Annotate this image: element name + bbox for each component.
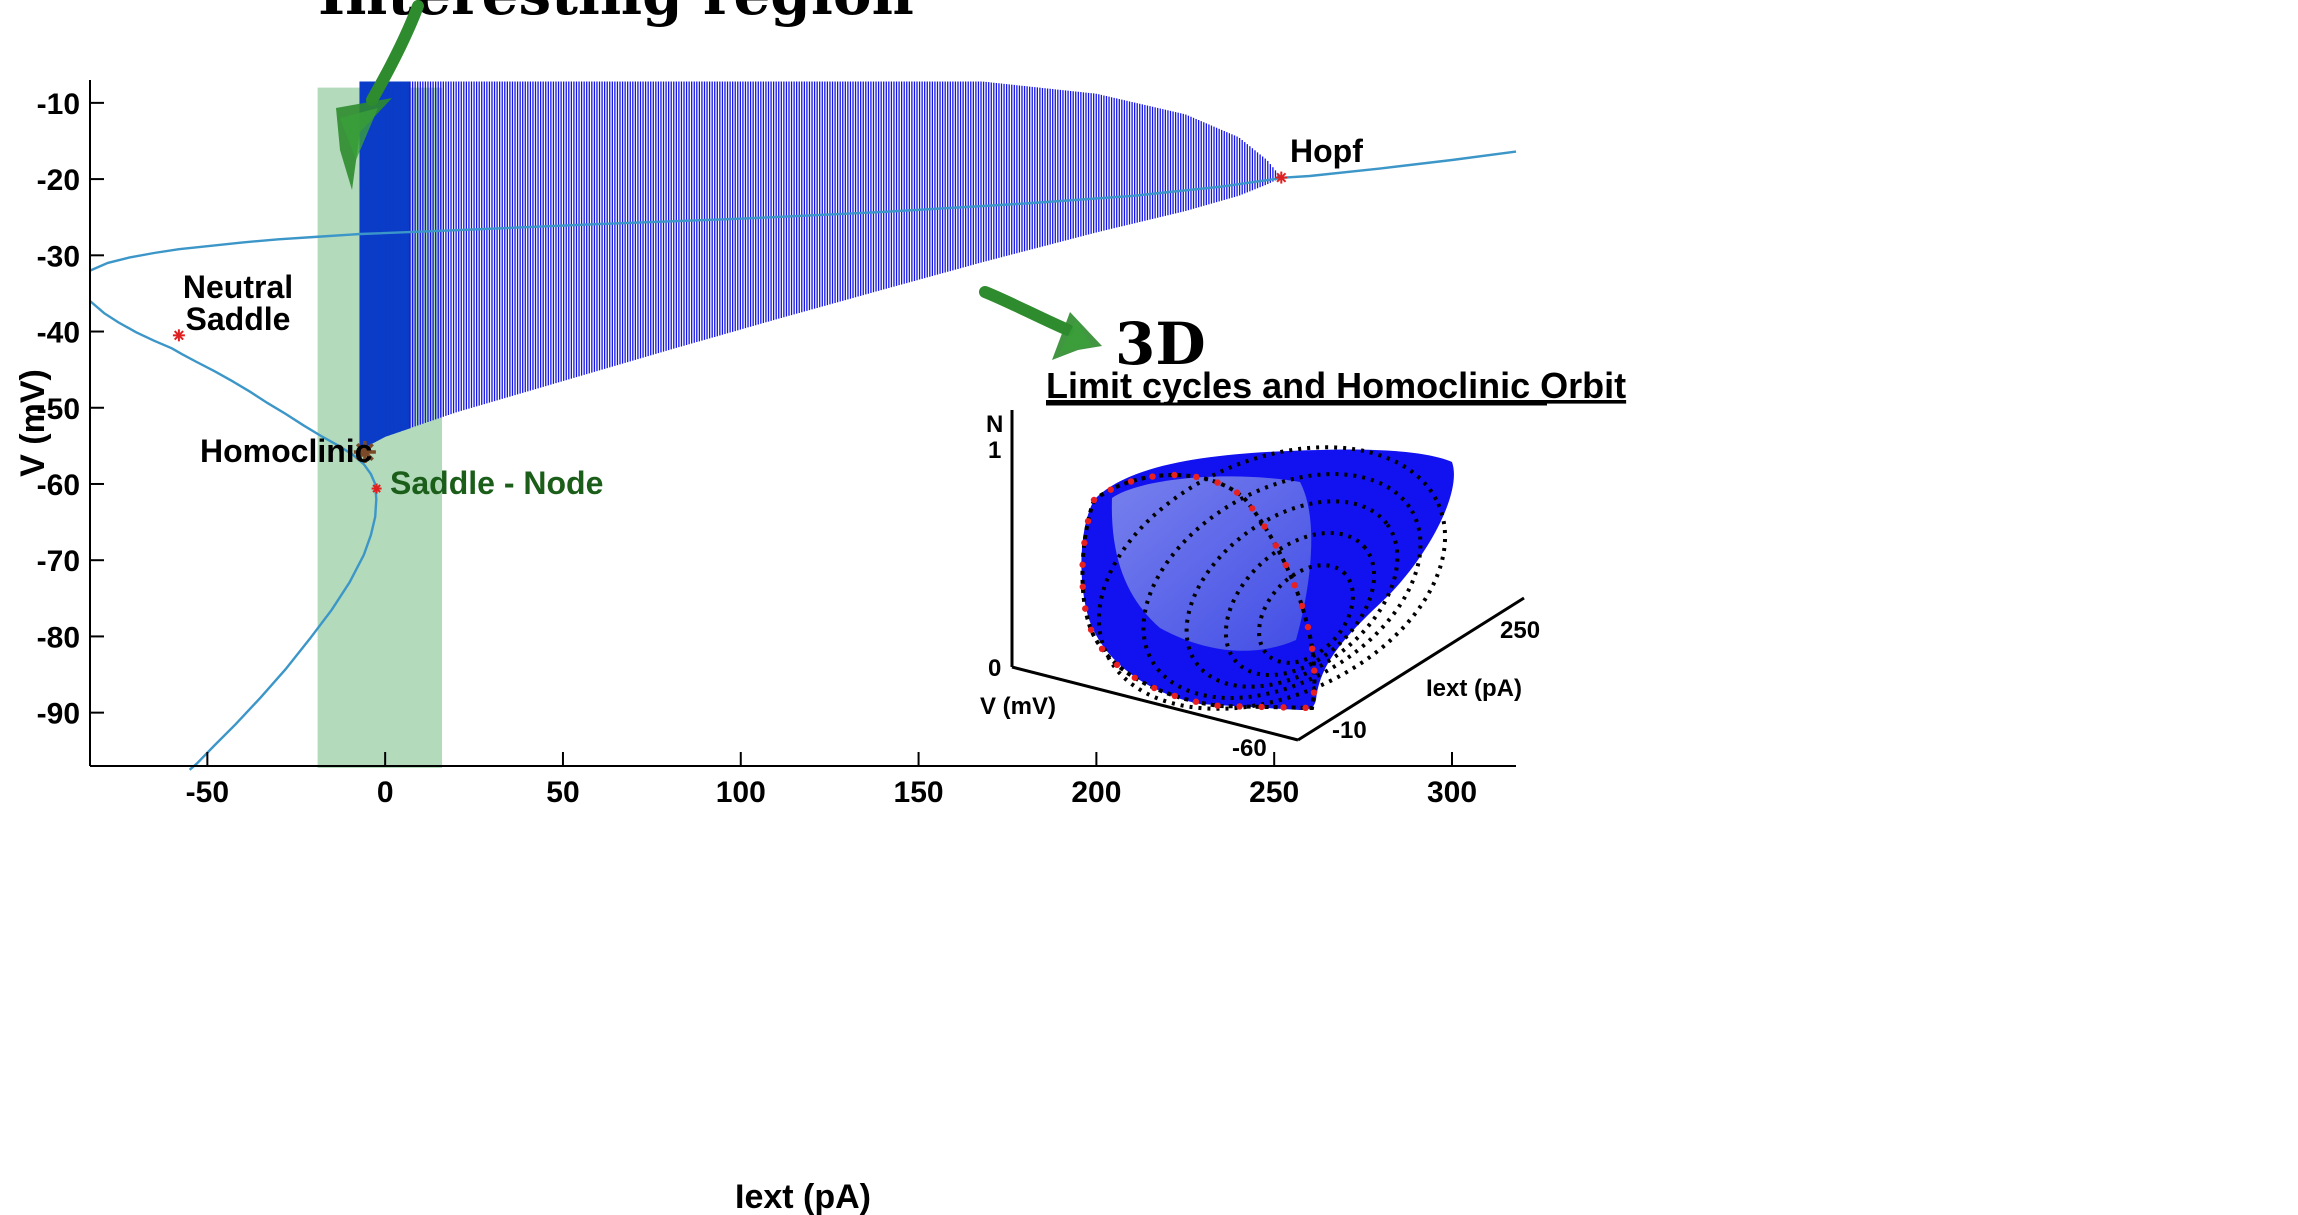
orbit-point xyxy=(1127,478,1135,485)
orbit-point xyxy=(1214,702,1221,709)
equilibrium-curve-upper xyxy=(89,150,1517,272)
y-tick-label: -60 xyxy=(37,469,80,502)
homoclinic-marker xyxy=(353,440,376,463)
inset-iext-label: Iext (pA) xyxy=(1426,675,1522,702)
y-tick-label: -10 xyxy=(37,88,80,121)
orbit-point xyxy=(1298,602,1306,610)
orbit-point xyxy=(1081,539,1088,547)
x-tick-label: 250 xyxy=(1249,776,1299,809)
orbit-point xyxy=(1272,542,1279,549)
orbit-point xyxy=(1113,661,1121,669)
orbit-point xyxy=(1311,667,1318,674)
orbit-ring xyxy=(1141,472,1423,700)
x-tick-label: 0 xyxy=(377,776,394,809)
orbit-point xyxy=(1310,689,1318,696)
orbit-point xyxy=(1302,704,1309,712)
y-tick-label: -20 xyxy=(37,164,80,197)
inset-orbit-rings xyxy=(1080,445,1448,711)
arrow-to-interesting-region xyxy=(336,0,424,190)
orbit-point xyxy=(1233,489,1241,496)
orbit-point xyxy=(1107,486,1114,493)
marker-stroke xyxy=(372,484,381,493)
equilibrium-curves-layer xyxy=(89,150,1517,771)
orbit-point xyxy=(1248,505,1256,512)
orbit-point xyxy=(1098,645,1106,653)
orbit-point xyxy=(1087,626,1095,633)
orbit-point xyxy=(1280,704,1287,711)
annotation-neutral-saddle-line1: Neutral xyxy=(183,269,293,305)
markers-layer xyxy=(172,171,1288,494)
y-tick-label: -50 xyxy=(37,393,80,426)
orbit-point xyxy=(1151,684,1158,692)
inset-title-prefix: 3D xyxy=(1115,310,1206,378)
equilibrium-curve-lower xyxy=(89,300,378,771)
inset-n-tick-top: 1 xyxy=(988,437,1001,464)
y-axis-label: V (mV) xyxy=(14,369,52,477)
marker-stroke xyxy=(173,330,184,341)
orbit-point xyxy=(1084,517,1092,525)
y-tick-label: -40 xyxy=(37,317,80,350)
orbit-point xyxy=(1282,561,1290,569)
marker-stroke xyxy=(1276,172,1287,183)
orbit-ring xyxy=(1223,530,1377,678)
orbit-point xyxy=(1258,703,1265,711)
inset-v-tick: -60 xyxy=(1232,735,1267,762)
orbit-ring xyxy=(1257,563,1355,665)
x-tick-label: 200 xyxy=(1071,776,1121,809)
marker-stroke xyxy=(355,442,374,461)
orbit-point xyxy=(1079,561,1086,568)
hopf-marker xyxy=(1275,171,1288,184)
inset-n-label: N xyxy=(986,411,1003,438)
orbit-point xyxy=(1149,473,1156,480)
orbit-ring xyxy=(1096,445,1448,711)
y-tick-label: -30 xyxy=(37,240,80,273)
inset-v-axis xyxy=(1011,665,1299,742)
neutral-saddle-marker xyxy=(172,329,185,342)
orbit-point xyxy=(1079,583,1086,590)
inset-iext-tick-lo: -10 xyxy=(1332,717,1367,744)
orbit-point xyxy=(1192,698,1200,705)
orbit-point xyxy=(1171,692,1178,700)
inset-v-label: V (mV) xyxy=(980,693,1056,720)
annotation-hopf: Hopf xyxy=(1290,133,1363,169)
annotation-saddle-node: Saddle - Node xyxy=(390,465,603,501)
saddle-node-marker xyxy=(371,483,382,494)
axes-layer: -10 -20 -30 -40 -50 -60 -70 -80 -90 -50 0 50 100 150 2… xyxy=(14,80,1516,1215)
x-tick-label: -50 xyxy=(186,776,229,809)
x-tick-label: 100 xyxy=(716,776,766,809)
x-tick-label: 50 xyxy=(546,776,579,809)
inset-red-points xyxy=(1079,471,1318,712)
y-tick-label: -80 xyxy=(37,621,80,654)
orbit-point xyxy=(1236,703,1243,710)
inset-iext-tick-hi: 250 xyxy=(1500,617,1540,644)
orbit-point xyxy=(1131,674,1138,681)
orbit-point xyxy=(1261,523,1268,530)
orbit-point xyxy=(1304,623,1312,631)
orbit-ring xyxy=(1184,499,1400,689)
x-tick-label: 150 xyxy=(894,776,944,809)
orbit-point xyxy=(1308,645,1316,652)
x-axis-label: Iext (pA) xyxy=(735,1178,871,1215)
y-tick-label: -70 xyxy=(37,545,80,578)
orbit-point xyxy=(1193,473,1200,481)
inset-iext-axis xyxy=(1297,596,1525,742)
orbit-point xyxy=(1291,582,1298,589)
inset-3d-plot: 3D Limit cycles and Homoclinic Orbit N 1… xyxy=(980,310,1626,762)
orbit-point xyxy=(1090,496,1098,504)
arrow-to-3d-inset xyxy=(979,286,1102,360)
orbit-point xyxy=(1082,605,1089,612)
x-tick-label: 300 xyxy=(1427,776,1477,809)
y-tick-label: -90 xyxy=(37,698,80,731)
inset-n-tick-bottom: 0 xyxy=(988,655,1001,682)
orbit-point xyxy=(1171,471,1178,479)
annotation-homoclinic: Homoclinic xyxy=(200,433,372,469)
orbit-point xyxy=(1214,479,1221,486)
inset-title: Limit cycles and Homoclinic Orbit xyxy=(1046,365,1626,406)
annotation-neutral-saddle-line2: Saddle xyxy=(186,301,291,337)
